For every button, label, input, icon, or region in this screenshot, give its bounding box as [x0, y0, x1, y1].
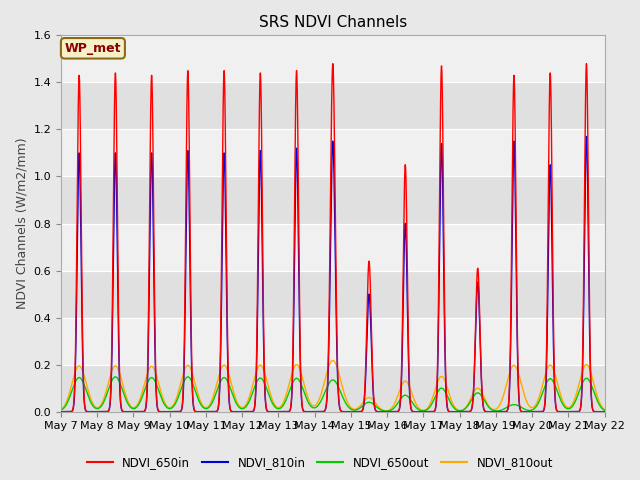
NDVI_810out [57, 407, 65, 412]
NDVI_650in [379, 409, 387, 415]
NDVI_810out [329, 358, 337, 363]
NDVI_810in [57, 409, 65, 415]
Legend: NDVI_650in, NDVI_810in, NDVI_650out, NDVI_810out: NDVI_650in, NDVI_810in, NDVI_650out, NDV… [82, 452, 558, 474]
NDVI_650out [383, 408, 390, 414]
NDVI_650in [582, 60, 590, 66]
NDVI_810in [582, 133, 590, 139]
NDVI_650out [111, 374, 119, 380]
NDVI_650out [57, 408, 65, 413]
NDVI_810out [254, 365, 262, 371]
NDVI_810in [254, 291, 262, 297]
NDVI_810out [379, 407, 387, 413]
NDVI_810in [460, 409, 468, 415]
NDVI_810in [84, 409, 92, 415]
NDVI_810out [403, 379, 410, 384]
NDVI_650in [460, 409, 468, 415]
NDVI_650in [489, 409, 497, 415]
NDVI_810in [601, 409, 609, 415]
NDVI_650out [601, 408, 609, 413]
NDVI_650in [84, 409, 92, 415]
NDVI_650out [403, 393, 410, 398]
Bar [61, 365, 605, 412]
NDVI_650out [254, 377, 262, 383]
NDVI_650out [490, 408, 497, 413]
Line: NDVI_810out: NDVI_810out [61, 360, 605, 411]
Line: NDVI_810in: NDVI_810in [61, 136, 605, 412]
NDVI_650out [84, 394, 92, 399]
NDVI_810out [84, 388, 92, 394]
NDVI_810in [379, 409, 387, 415]
NDVI_650out [379, 408, 387, 413]
Bar [61, 271, 605, 318]
Title: SRS NDVI Channels: SRS NDVI Channels [259, 15, 407, 30]
NDVI_810out [460, 406, 468, 412]
Text: WP_met: WP_met [65, 42, 121, 55]
NDVI_650in [57, 409, 65, 415]
NDVI_810out [382, 408, 390, 414]
NDVI_810out [490, 407, 497, 412]
NDVI_810out [601, 407, 609, 412]
NDVI_650out [460, 407, 468, 412]
Bar [61, 83, 605, 130]
Line: NDVI_650in: NDVI_650in [61, 63, 605, 412]
NDVI_810in [489, 409, 497, 415]
NDVI_810in [403, 247, 410, 252]
Bar [61, 177, 605, 224]
Line: NDVI_650out: NDVI_650out [61, 377, 605, 411]
NDVI_650in [601, 409, 609, 415]
NDVI_650in [254, 256, 262, 262]
NDVI_650in [403, 196, 410, 202]
Y-axis label: NDVI Channels (W/m2/mm): NDVI Channels (W/m2/mm) [15, 138, 28, 309]
